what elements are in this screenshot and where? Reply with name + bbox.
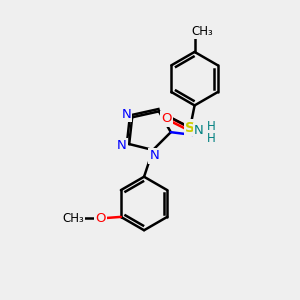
- Text: N: N: [194, 124, 204, 137]
- Text: N: N: [121, 108, 131, 121]
- Text: CH₃: CH₃: [191, 25, 213, 38]
- Text: O: O: [206, 124, 216, 137]
- Text: O: O: [161, 112, 172, 125]
- Text: S: S: [185, 121, 195, 135]
- Text: O: O: [95, 212, 105, 225]
- Text: CH₃: CH₃: [62, 212, 84, 225]
- Text: N: N: [117, 139, 127, 152]
- Text: H: H: [207, 120, 215, 133]
- Text: H: H: [207, 132, 215, 145]
- Text: N: N: [150, 149, 159, 162]
